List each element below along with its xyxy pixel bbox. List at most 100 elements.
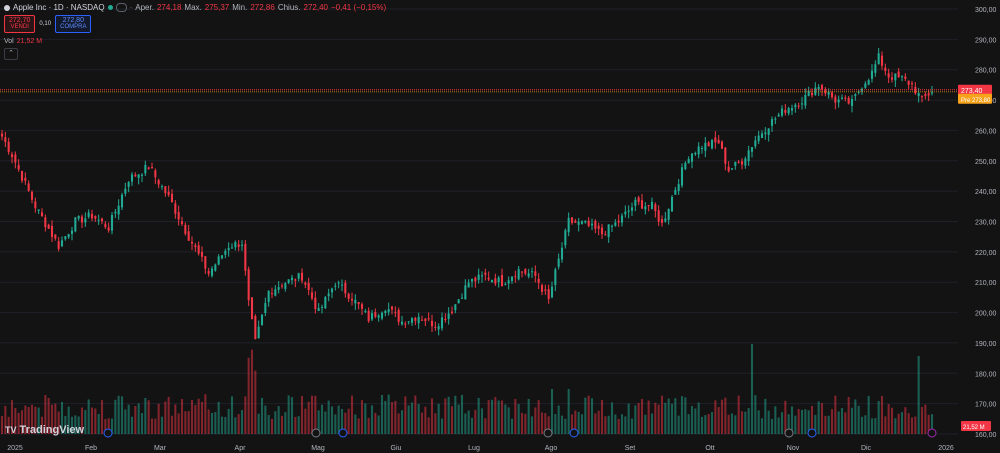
symbol-title[interactable]: Apple Inc · 1D · NASDAQ <box>13 3 105 12</box>
y-tick-label: 290,00 <box>975 37 997 44</box>
volume-bar <box>584 397 587 434</box>
candle-body <box>250 297 254 319</box>
volume-bar <box>510 418 514 434</box>
buy-button[interactable]: 272,80 COMPRA <box>55 15 92 33</box>
volume-bar <box>64 415 67 434</box>
volume-tag-label: 21,52 M <box>963 425 985 431</box>
candle-body <box>307 282 310 290</box>
candle-body <box>124 188 127 194</box>
volume-bar <box>140 412 144 434</box>
candle-body <box>144 164 147 174</box>
volume-bar <box>734 415 737 434</box>
volume-bar <box>460 394 464 434</box>
candle-body <box>407 321 410 323</box>
volume-bar <box>580 414 584 434</box>
y-tick-label: 240,00 <box>975 189 997 196</box>
candle-body <box>10 154 14 158</box>
volume-bar <box>780 412 784 434</box>
collapse-legend-button[interactable]: ⌃ <box>4 48 18 60</box>
sell-price: 272,70 <box>9 17 31 24</box>
candle-body <box>594 220 597 229</box>
tradingview-logo[interactable]: TV TradingView <box>5 424 84 436</box>
volume-bar <box>187 411 190 434</box>
volume-bar <box>324 411 327 434</box>
candle-body <box>627 210 630 212</box>
volume-bar <box>234 417 237 434</box>
volume-bar <box>887 404 890 434</box>
volume-bar <box>624 416 627 434</box>
volume-bar <box>820 402 824 434</box>
candle-body <box>730 168 734 170</box>
volume-bar <box>210 412 214 434</box>
candle-body <box>110 215 114 231</box>
candle-body <box>567 217 570 233</box>
candle-body <box>704 142 707 151</box>
volume-bar <box>484 418 487 434</box>
candle-body <box>214 264 217 271</box>
apple-logo-icon <box>4 4 10 11</box>
candle-body <box>140 174 144 176</box>
candle-body <box>797 105 800 107</box>
candle-body <box>397 309 400 322</box>
volume-bar <box>867 395 870 434</box>
candle-body <box>600 227 604 235</box>
candle-body <box>800 103 804 105</box>
high-value: 275,37 <box>204 3 230 12</box>
volume-bar <box>864 415 867 434</box>
volume-bar <box>827 415 830 434</box>
candle-body <box>234 242 237 248</box>
candle-body <box>467 282 470 288</box>
candle-body <box>310 292 314 299</box>
volume-bar <box>574 410 577 434</box>
candle-body <box>174 203 177 214</box>
volume-bar <box>687 414 690 434</box>
candle-body <box>677 184 680 191</box>
candle-body <box>210 268 214 276</box>
candle-body <box>387 309 390 313</box>
volume-bar <box>407 405 410 434</box>
volume-bar <box>67 406 70 434</box>
y-tick-label: 260,00 <box>975 128 997 135</box>
volume-bar <box>284 412 287 434</box>
legend-toggle-icon[interactable] <box>115 3 127 12</box>
y-tick-label: 220,00 <box>975 250 997 257</box>
volume-bar <box>717 406 720 434</box>
volume-bar <box>544 413 547 434</box>
candle-body <box>404 323 407 325</box>
volume-bar <box>837 411 840 434</box>
candle-body <box>280 285 284 287</box>
candle-body <box>120 194 124 208</box>
volume-bar <box>347 408 350 434</box>
volume-bar <box>354 414 357 434</box>
x-tick-label: 2025 <box>7 445 23 452</box>
candle-body <box>450 311 454 314</box>
x-tick-label: Ago <box>545 445 558 452</box>
x-tick-label: Dic <box>861 445 872 452</box>
volume-bar <box>477 397 480 434</box>
candle-body <box>654 204 657 211</box>
candle-body <box>564 230 567 246</box>
candle-body <box>137 174 140 178</box>
candle-body <box>60 240 64 247</box>
volume-bar <box>80 407 84 434</box>
volume-bar <box>177 413 180 434</box>
open-label: Aper. <box>135 3 154 12</box>
volume-bar <box>497 400 500 434</box>
volume-bar <box>250 349 254 434</box>
candle-body <box>357 302 360 305</box>
volume-bar <box>677 415 680 434</box>
x-tick-label: Mag <box>311 445 325 452</box>
candle-body <box>127 182 130 187</box>
volume-bar <box>384 400 387 434</box>
y-tick-label: 180,00 <box>975 371 997 378</box>
volume-bar <box>194 405 197 434</box>
candle-body <box>754 140 757 147</box>
candle-body <box>624 211 627 215</box>
candle-body <box>257 326 260 339</box>
volume-bar <box>254 370 257 434</box>
volume-bar <box>17 412 20 434</box>
x-tick-label: Ott <box>705 445 714 452</box>
volume-bar <box>764 398 767 434</box>
sell-button[interactable]: 272,70 VENDI <box>4 15 36 33</box>
